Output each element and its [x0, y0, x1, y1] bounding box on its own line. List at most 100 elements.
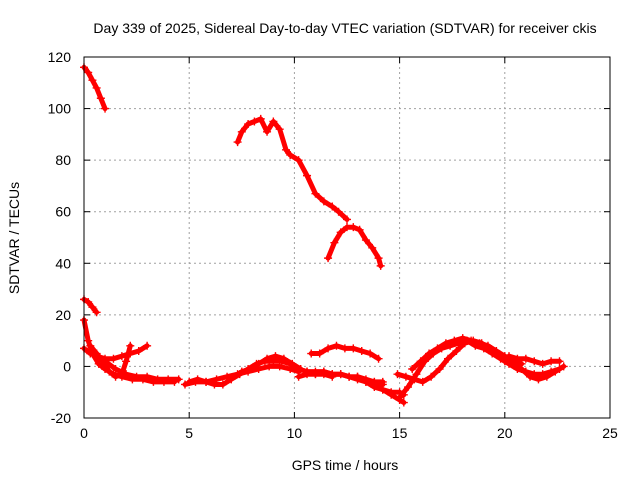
- series-arc-8: [90, 349, 183, 384]
- series-arc-20: [500, 357, 568, 384]
- data-point: [328, 370, 337, 379]
- data-point: [96, 94, 105, 103]
- x-tick-label: 10: [287, 425, 303, 441]
- series-trace: [81, 296, 100, 315]
- data-point: [324, 344, 333, 353]
- y-tick-label: 0: [63, 358, 71, 374]
- data-point: [307, 349, 316, 358]
- data-point: [92, 83, 101, 92]
- data-point: [450, 336, 459, 345]
- data-point: [134, 346, 143, 355]
- series-trace: [325, 224, 384, 269]
- data-point: [441, 339, 450, 348]
- data-point: [101, 357, 110, 366]
- data-point: [416, 357, 425, 366]
- series-trace: [502, 358, 567, 382]
- data-point: [530, 357, 539, 366]
- data-point: [84, 297, 93, 306]
- data-point: [534, 375, 543, 384]
- data-point: [435, 365, 444, 374]
- axis-ticks: 0 5 10 15 20 25 -20 0 20 40 60 80 100 120: [48, 49, 618, 441]
- data-point: [340, 344, 349, 353]
- data-point: [368, 243, 377, 252]
- data-point: [355, 225, 364, 234]
- data-point: [319, 197, 328, 206]
- data-point: [227, 375, 236, 384]
- y-tick-label: -20: [51, 410, 71, 426]
- data-point: [244, 120, 253, 129]
- data-point: [500, 357, 509, 366]
- data-point: [132, 372, 141, 381]
- data-point: [452, 346, 461, 355]
- data-point: [279, 354, 288, 363]
- data-series: [80, 63, 568, 407]
- data-point: [433, 344, 442, 353]
- data-point: [263, 127, 272, 136]
- data-point: [458, 334, 467, 343]
- data-point: [332, 341, 341, 350]
- data-point: [353, 372, 362, 381]
- data-point: [288, 359, 297, 368]
- data-point: [271, 352, 280, 361]
- data-point: [122, 357, 131, 366]
- data-point: [538, 359, 547, 368]
- data-point: [294, 156, 303, 165]
- data-point: [343, 215, 351, 224]
- data-point: [483, 341, 492, 350]
- series-arc-21: [505, 352, 564, 368]
- data-point: [334, 207, 343, 216]
- data-point: [218, 380, 227, 389]
- series-trace: [239, 353, 304, 375]
- data-point: [88, 303, 97, 312]
- chart-title: Day 339 of 2025, Sidereal Day-to-day VTE…: [93, 20, 596, 36]
- data-point: [303, 171, 312, 180]
- data-point: [311, 367, 320, 376]
- data-point: [376, 261, 385, 270]
- data-point: [193, 375, 202, 384]
- data-point: [410, 375, 419, 384]
- series-arc-3: [324, 223, 385, 270]
- data-point: [246, 365, 255, 374]
- data-point: [294, 372, 303, 381]
- data-point: [349, 223, 358, 232]
- plot-frame: [83, 56, 611, 419]
- data-point: [542, 372, 551, 381]
- data-point: [233, 138, 242, 147]
- data-point: [404, 383, 413, 392]
- data-point: [315, 349, 324, 358]
- data-point: [521, 354, 530, 363]
- data-point: [94, 359, 103, 368]
- data-point: [122, 370, 131, 379]
- y-tick-label: 100: [48, 101, 72, 117]
- data-point: [374, 254, 383, 263]
- data-point: [86, 341, 95, 350]
- data-point: [547, 357, 556, 366]
- data-point: [263, 354, 272, 363]
- data-point: [237, 367, 246, 376]
- x-tick-label: 5: [185, 425, 193, 441]
- data-point: [492, 346, 501, 355]
- data-point: [109, 354, 118, 363]
- data-point: [111, 365, 120, 374]
- data-point: [517, 365, 526, 374]
- data-point: [387, 390, 396, 399]
- series-arc-14: [307, 341, 383, 363]
- data-point: [418, 377, 427, 386]
- data-point: [117, 352, 126, 361]
- data-point: [513, 354, 522, 363]
- data-point: [281, 145, 290, 154]
- x-tick-label: 0: [80, 425, 88, 441]
- data-point: [401, 372, 410, 381]
- data-point: [237, 127, 246, 136]
- data-point: [443, 354, 452, 363]
- data-point: [185, 377, 194, 386]
- data-point: [126, 341, 135, 350]
- data-point: [296, 365, 305, 374]
- data-point: [395, 393, 404, 402]
- data-point: [101, 104, 110, 113]
- data-point: [349, 344, 358, 353]
- data-point: [180, 380, 189, 389]
- data-point: [143, 341, 152, 350]
